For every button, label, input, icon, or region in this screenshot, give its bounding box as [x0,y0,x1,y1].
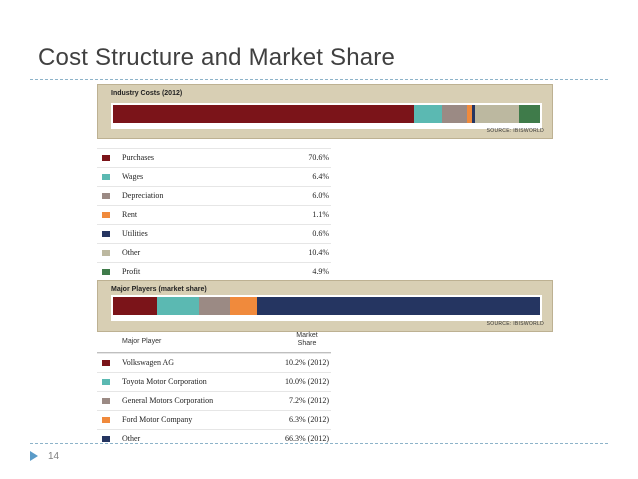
major-players-legend-value: 10.2% (2012) [285,358,329,367]
industry-costs-legend-row: Utilities 0.6% [97,224,331,243]
major-players-legend-swatch-volkswagen-ag [102,360,110,366]
industry-costs-bar-segment-depreciation [441,105,468,123]
industry-costs-legend-row: Depreciation 6.0% [97,186,331,205]
industry-costs-legend-label: Wages [122,172,144,181]
industry-costs-legend-value: 6.4% [312,172,329,181]
major-players-legend-value: 10.0% (2012) [285,377,329,386]
major-players-legend-row: Volkswagen AG 10.2% (2012) [97,353,331,372]
major-players-bar-segment-ford-motor-company [229,297,257,315]
industry-costs-legend-row: Purchases 70.6% [97,148,331,167]
industry-costs-bar-strip [111,103,542,129]
industry-costs-bar-segment-other [474,105,520,123]
major-players-legend-swatch-other [102,436,110,442]
major-players-legend-value: 6.3% (2012) [289,415,329,424]
major-players-heading: Major Players (market share) [111,286,207,293]
slide-title: Cost Structure and Market Share [38,44,396,71]
industry-costs-bar-segment-utilities [472,105,475,123]
industry-costs-legend-value: 4.9% [312,267,329,276]
industry-costs-legend-label: Utilities [122,229,148,238]
slide-number: 14 [48,451,60,462]
industry-costs-legend-swatch-utilities [102,231,110,237]
major-players-legend-table: Major Player Market Share Volkswagen AG 1… [97,330,331,448]
market-share-column-header: Market Share [287,332,327,348]
major-players-stacked-bar [113,297,540,315]
industry-costs-bar-segment-purchases [113,105,415,123]
industry-costs-legend-table: Purchases 70.6% Wages 6.4% Depreciation 6.0% R… [97,148,331,281]
major-players-legend-label: Ford Motor Company [122,415,193,424]
industry-costs-legend-value: 1.1% [312,210,329,219]
major-players-legend-label: General Motors Corporation [122,396,214,405]
major-players-header-row: Major Player Market Share [97,330,331,353]
major-players-source: SOURCE: IBISWORLD [486,321,544,327]
industry-costs-legend-label: Purchases [122,153,154,162]
industry-costs-bar-segment-rent [467,105,473,123]
industry-costs-legend-label: Other [122,248,141,257]
major-players-bar-segment-other [256,297,540,315]
major-players-legend-label: Toyota Motor Corporation [122,377,207,386]
industry-costs-legend-label: Profit [122,267,141,276]
major-players-legend-label: Volkswagen AG [122,358,175,367]
major-players-bar-segment-volkswagen-ag [113,297,157,315]
market-share-header-line1: Market [296,332,318,339]
industry-costs-legend-label: Depreciation [122,191,164,200]
major-players-panel: Major Players (market share) SOURCE: IBI… [97,280,553,332]
industry-costs-legend-row: Profit 4.9% [97,262,331,281]
industry-costs-legend-swatch-purchases [102,155,110,161]
title-divider [30,79,608,80]
industry-costs-panel: Industry Costs (2012) SOURCE: IBISWORLD [97,84,553,139]
major-players-legend-row: Ford Motor Company 6.3% (2012) [97,410,331,429]
industry-costs-legend-swatch-rent [102,212,110,218]
major-players-bar-strip [111,295,542,321]
major-players-bar-segment-toyota-motor-corporation [156,297,200,315]
industry-costs-heading: Industry Costs (2012) [111,90,183,97]
industry-costs-legend-value: 6.0% [312,191,329,200]
major-players-legend-row: General Motors Corporation 7.2% (2012) [97,391,331,410]
industry-costs-legend-value: 0.6% [312,229,329,238]
industry-costs-legend-swatch-profit [102,269,110,275]
industry-costs-legend-value: 70.6% [308,153,329,162]
industry-costs-legend-row: Other 10.4% [97,243,331,262]
major-player-column-header: Major Player [122,338,162,345]
market-share-header-line2: Share [297,340,317,347]
industry-costs-stacked-bar [113,105,540,123]
industry-costs-bar-segment-wages [414,105,442,123]
industry-costs-legend-swatch-wages [102,174,110,180]
industry-costs-legend-swatch-depreciation [102,193,110,199]
major-players-legend-value: 66.3% (2012) [285,434,329,443]
industry-costs-bar-segment-profit [519,105,540,123]
industry-costs-legend-value: 10.4% [308,248,329,257]
major-players-legend-value: 7.2% (2012) [289,396,329,405]
triangle-bullet-icon [30,451,38,461]
industry-costs-legend-row: Wages 6.4% [97,167,331,186]
major-players-bar-segment-general-motors-corporation [199,297,230,315]
major-players-legend-swatch-general-motors-corporation [102,398,110,404]
industry-costs-source: SOURCE: IBISWORLD [486,128,544,134]
major-players-legend-swatch-ford-motor-company [102,417,110,423]
major-players-legend-label: Other [122,434,141,443]
industry-costs-legend-swatch-other [102,250,110,256]
footer-divider [30,443,608,444]
major-players-legend-swatch-toyota-motor-corporation [102,379,110,385]
major-players-legend-row: Toyota Motor Corporation 10.0% (2012) [97,372,331,391]
major-players-legend-row: Other 66.3% (2012) [97,429,331,448]
industry-costs-legend-label: Rent [122,210,138,219]
industry-costs-legend-row: Rent 1.1% [97,205,331,224]
